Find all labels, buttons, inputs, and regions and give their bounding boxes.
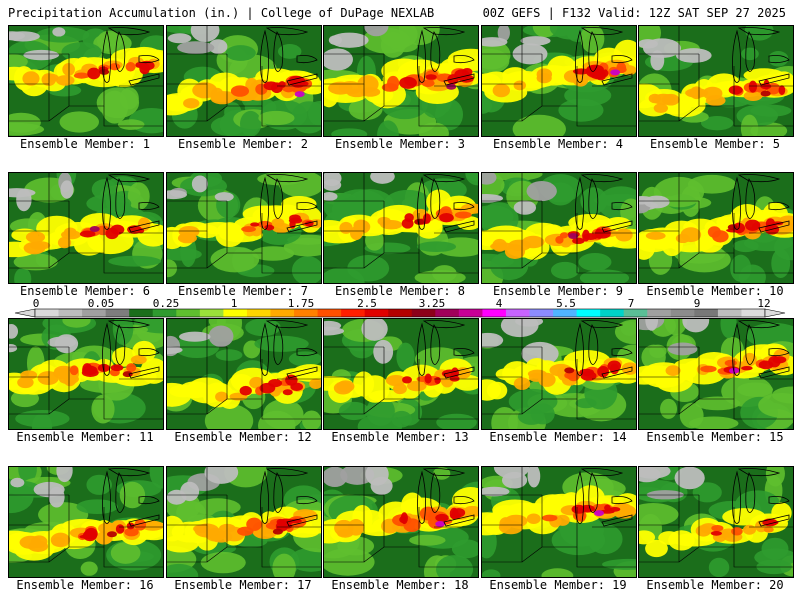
colorbar-segment [505, 309, 531, 317]
ensemble-label: Ensemble Member: 17 [174, 578, 312, 592]
ensemble-map-18 [323, 466, 479, 578]
colorbar-tick-label: 4 [495, 297, 503, 310]
ensemble-label: Ensemble Member: 10 [646, 284, 784, 298]
ensemble-label: Ensemble Member: 5 [649, 137, 781, 151]
colorbar-segment [670, 309, 695, 317]
colorbar-tick-label: 0.25 [152, 297, 180, 310]
ensemble-label: Ensemble Member: 16 [16, 578, 154, 592]
ensemble-label: Ensemble Member: 6 [19, 284, 151, 298]
colorbar-segment [317, 309, 342, 317]
ensemble-label: Ensemble Member: 20 [646, 578, 784, 592]
colorbar-segment [341, 309, 366, 317]
ensemble-map-19 [481, 466, 637, 578]
ensemble-map-16 [8, 466, 164, 578]
colorbar-right-arrow [764, 308, 786, 318]
ensemble-map-9 [481, 172, 637, 284]
colorbar-segment [294, 309, 319, 317]
colorbar-segment [388, 309, 413, 317]
colorbar-segment [152, 309, 177, 317]
colorbar-segment [176, 309, 201, 317]
colorbar-segment [600, 309, 625, 317]
ensemble-label: Ensemble Member: 11 [16, 430, 154, 444]
ensemble-map-8 [323, 172, 479, 284]
ensemble-map-20 [638, 466, 794, 578]
colorbar-segment [458, 309, 483, 317]
colorbar-segment [35, 309, 60, 317]
ensemble-map-1 [8, 25, 164, 137]
ensemble-label: Ensemble Member: 18 [331, 578, 469, 592]
colorbar [0, 296, 800, 320]
ensemble-map-3 [323, 25, 479, 137]
colorbar-tick-label: 1.75 [287, 297, 315, 310]
colorbar-segment [199, 309, 224, 317]
colorbar-segment [435, 309, 460, 317]
colorbar-tick-label: 0 [32, 297, 40, 310]
colorbar-segment [129, 309, 154, 317]
colorbar-segment [411, 309, 436, 317]
ensemble-map-17 [166, 466, 322, 578]
ensemble-label: Ensemble Member: 7 [177, 284, 309, 298]
ensemble-map-5 [638, 25, 794, 137]
colorbar-segment [223, 309, 248, 317]
colorbar-tick-label: 9 [693, 297, 701, 310]
ensemble-label: Ensemble Member: 4 [492, 137, 624, 151]
ensemble-map-10 [638, 172, 794, 284]
colorbar-segment [741, 309, 766, 317]
ensemble-label: Ensemble Member: 2 [177, 137, 309, 151]
ensemble-label: Ensemble Member: 9 [492, 284, 624, 298]
colorbar-segment [717, 309, 742, 317]
colorbar-segment [529, 309, 554, 317]
colorbar-tick-label: 0.05 [87, 297, 115, 310]
ensemble-map-12 [166, 318, 322, 430]
ensemble-map-11 [8, 318, 164, 430]
colorbar-tick-label: 12 [757, 297, 771, 310]
colorbar-tick-label: 5.5 [556, 297, 576, 310]
colorbar-segment [105, 309, 130, 317]
colorbar-segment [482, 309, 507, 317]
ensemble-map-14 [481, 318, 637, 430]
title-right: 00Z GEFS | F132 Valid: 12Z SAT SEP 27 20… [482, 6, 786, 20]
colorbar-left-arrow [14, 308, 36, 318]
colorbar-tick-label: 7 [627, 297, 635, 310]
colorbar-tick-label: 3.25 [418, 297, 446, 310]
colorbar-segment [694, 309, 719, 317]
colorbar-svg [14, 308, 786, 318]
colorbar-segment [553, 309, 578, 317]
ensemble-label: Ensemble Member: 3 [334, 137, 466, 151]
colorbar-segment [58, 309, 83, 317]
colorbar-tick-label: 1 [230, 297, 238, 310]
colorbar-segment [364, 309, 389, 317]
colorbar-segment [623, 309, 648, 317]
colorbar-segment [270, 309, 295, 317]
ensemble-label: Ensemble Member: 14 [489, 430, 627, 444]
ensemble-label: Ensemble Member: 8 [334, 284, 466, 298]
ensemble-map-13 [323, 318, 479, 430]
ensemble-label: Ensemble Member: 19 [489, 578, 627, 592]
ensemble-map-6 [8, 172, 164, 284]
ensemble-label: Ensemble Member: 13 [331, 430, 469, 444]
ensemble-label: Ensemble Member: 12 [174, 430, 312, 444]
colorbar-tick-label: 2.5 [357, 297, 377, 310]
colorbar-segment [246, 309, 271, 317]
ensemble-map-4 [481, 25, 637, 137]
ensemble-map-2 [166, 25, 322, 137]
ensemble-map-7 [166, 172, 322, 284]
ensemble-map-15 [638, 318, 794, 430]
colorbar-segment [647, 309, 672, 317]
colorbar-segment [82, 309, 107, 317]
ensemble-label: Ensemble Member: 15 [646, 430, 784, 444]
title-left: Precipitation Accumulation (in.) | Colle… [8, 6, 435, 20]
colorbar-segment [576, 309, 601, 317]
ensemble-label: Ensemble Member: 1 [19, 137, 151, 151]
